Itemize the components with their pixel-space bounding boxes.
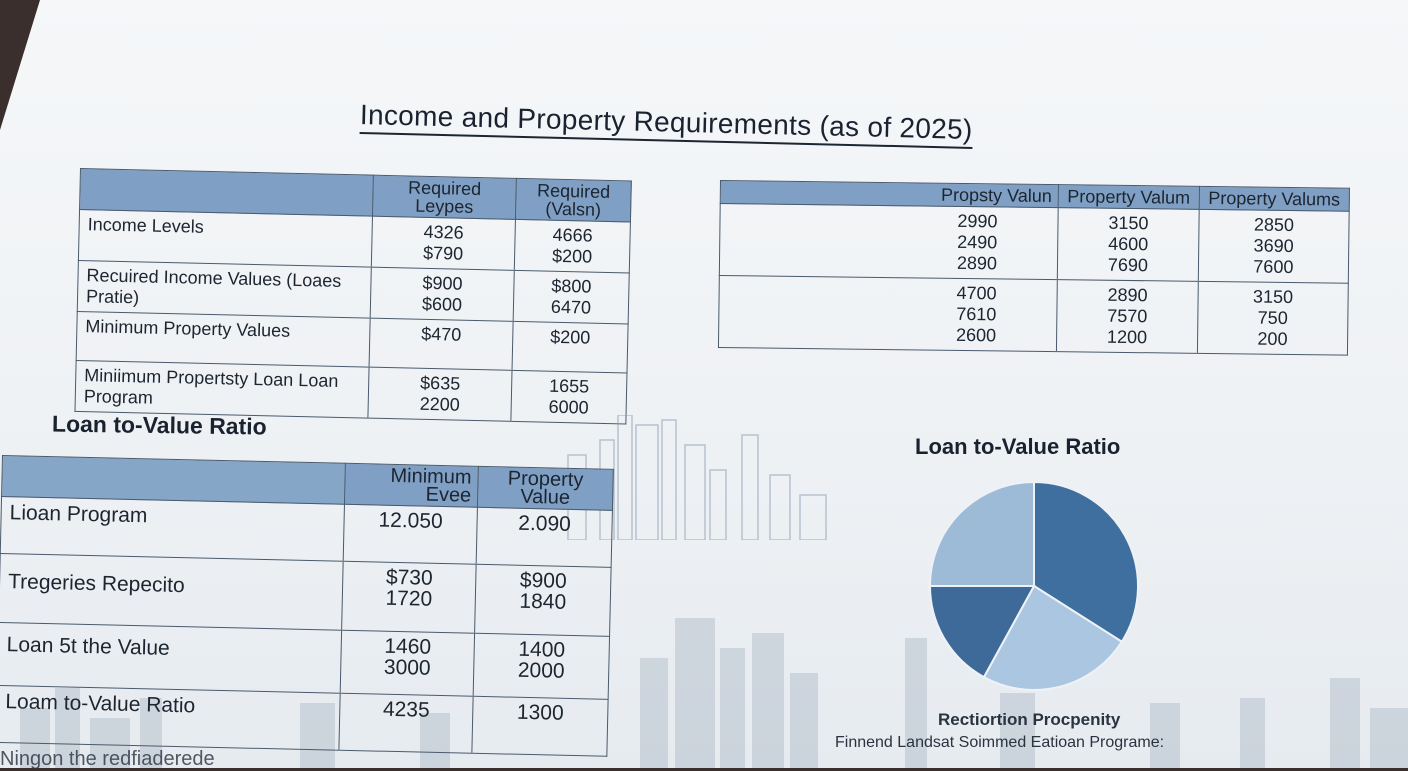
table-row: 2990 2490 2890 3150 4600 7690 2850 3690 7600 xyxy=(719,203,1350,284)
row-label: Income Levels xyxy=(78,209,373,268)
cell-value: 7570 xyxy=(1107,305,1148,327)
income-header-col1: Required Leypes xyxy=(372,175,517,220)
cell-value: 3690 xyxy=(1253,235,1294,257)
cell-value: 2200 xyxy=(419,393,460,415)
row-label: Tregeries Repecito xyxy=(0,553,344,631)
cell-value: $800 xyxy=(551,275,592,297)
table-row: 4700 7610 2600 2890 7570 1200 3150 750 200 xyxy=(718,275,1349,356)
cell-value: 2850 xyxy=(1253,214,1295,236)
cell-value: $600 xyxy=(421,293,463,315)
cell-value: 750 xyxy=(1257,307,1288,328)
row-label: Loan 5t the Value xyxy=(0,622,342,694)
bottom-cutoff-text: Ningon the redfiaderede xyxy=(0,748,215,770)
ltv-header-col2: Property Value xyxy=(477,466,614,511)
cell-value: $730 xyxy=(385,565,433,590)
cell-value: 200 xyxy=(1257,328,1288,349)
cell-value: 3150 xyxy=(1108,212,1149,234)
page-title: Income and Property Requirements (as of … xyxy=(359,98,973,149)
property-header-col2: Property Valum xyxy=(1058,184,1200,210)
cell-value: $200 xyxy=(551,245,593,267)
income-header-col2: Required (Valsn) xyxy=(515,178,632,223)
row-label: Lioan Program xyxy=(0,496,345,562)
pie-slice-2 xyxy=(982,584,1124,691)
pie-slice-3 xyxy=(928,585,1036,679)
cell-value: 1460 xyxy=(384,634,432,659)
row-label: Recuired Income Values (Loaes Pratie) xyxy=(77,260,372,319)
property-header-col3: Property Valums xyxy=(1199,186,1350,212)
cell-value: 2600 xyxy=(955,324,997,346)
skyline-background xyxy=(20,618,1408,768)
ltv-header-col1: Minimum Evee xyxy=(344,463,479,508)
cell-value: 6470 xyxy=(550,296,592,318)
cell-value: 2890 xyxy=(1107,284,1148,306)
pie-slice-4 xyxy=(928,480,1035,587)
cell-value: $900 xyxy=(422,272,463,294)
cell-value: 2890 xyxy=(956,252,998,274)
cell-value: 4235 xyxy=(382,697,430,722)
cell-value: 2.090 xyxy=(518,511,572,536)
ltv-right-heading: Loan to-Value Ratio xyxy=(915,434,1121,459)
cell-value: $200 xyxy=(550,326,591,348)
cell-value: 4600 xyxy=(1108,233,1149,255)
ltv-pie-chart xyxy=(928,480,1139,691)
cell-value: 1720 xyxy=(385,586,433,611)
ltv-table: Minimum Evee Property Value Lioan Progra… xyxy=(0,455,614,757)
cell-value: 4666 xyxy=(552,224,593,246)
cell-value: 4326 xyxy=(423,221,464,243)
cell-value: $900 xyxy=(519,568,567,593)
cell-value: 3000 xyxy=(383,655,431,680)
ltv-left-heading: Loan to-Value Ratio xyxy=(51,410,267,440)
cell-value: 1400 xyxy=(518,637,566,662)
cell-value: $635 xyxy=(419,372,461,394)
cell-value: 7690 xyxy=(1107,254,1149,276)
income-header-blank xyxy=(79,168,374,217)
income-table: Required Leypes Required (Valsn) Income … xyxy=(74,168,632,424)
cell-value: 1200 xyxy=(1106,326,1148,348)
cell-value: 3150 xyxy=(1252,286,1294,308)
property-table: Propsty Valun Property Valum Property Va… xyxy=(718,180,1350,356)
row-label: Loam to-Value Ratio xyxy=(0,685,341,751)
cell-value: 1840 xyxy=(519,589,567,614)
cell-value: 2000 xyxy=(517,658,565,683)
cell-value: $790 xyxy=(422,242,464,264)
cell-value: 12.050 xyxy=(378,508,443,534)
cell-value: $470 xyxy=(421,323,462,345)
cell-value: 7600 xyxy=(1253,256,1294,278)
row-label: Minimum Property Values xyxy=(76,311,371,368)
pie-caption-title: Rectiortion Procpenity xyxy=(938,710,1121,729)
cell-value: 1655 xyxy=(548,375,590,397)
row-label: Miniimum Propertsty Loan Loan Program xyxy=(74,360,370,419)
pie-caption-subtitle: Finnend Landsat Soimmed Eatioan Programe… xyxy=(835,734,1165,751)
cell-value: 1300 xyxy=(516,700,564,725)
